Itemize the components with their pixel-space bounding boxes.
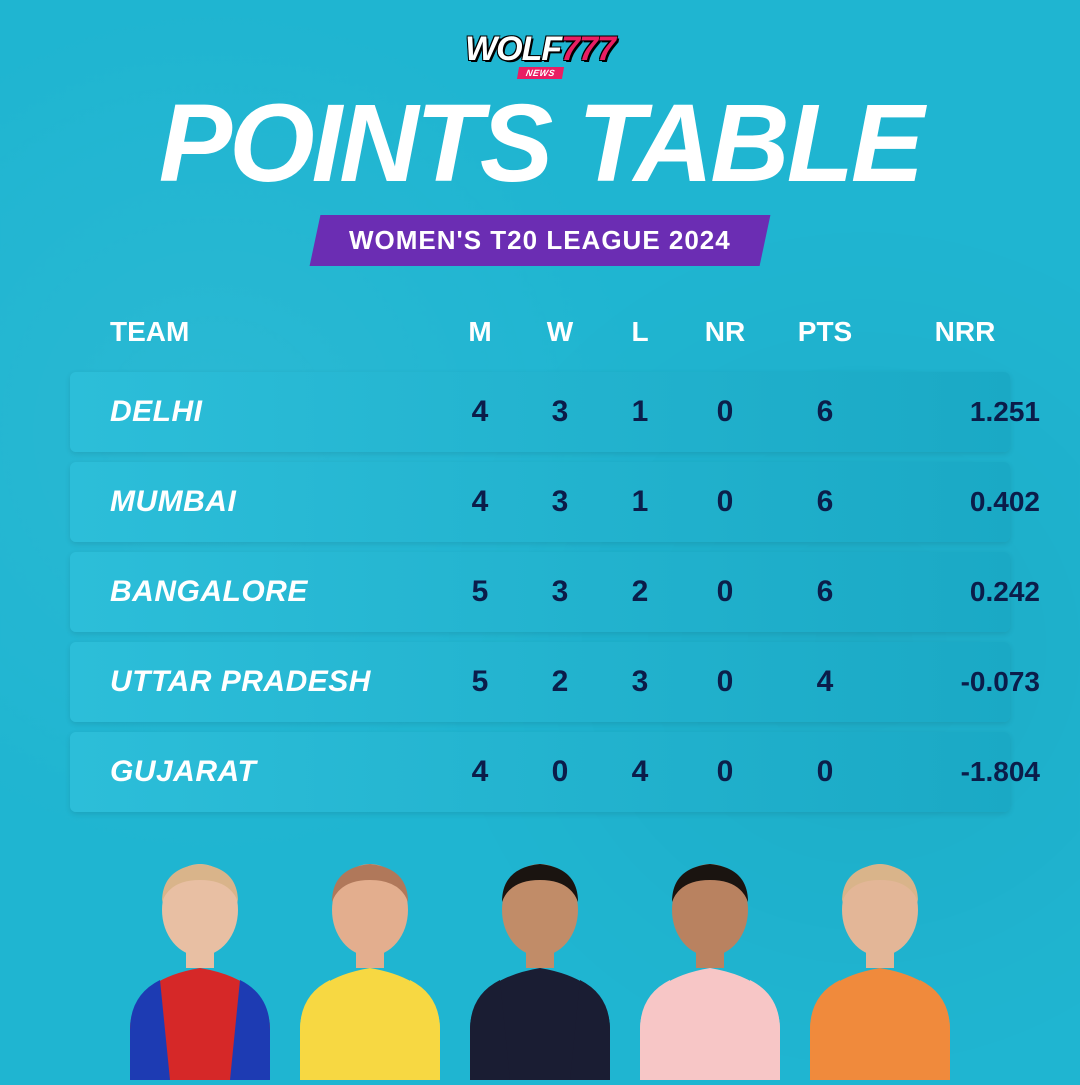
subtitle-badge: WOMEN'S T20 LEAGUE 2024 [310,215,771,266]
cell-m: 5 [440,575,520,609]
cell-nrr: 1.251 [880,396,1050,428]
cell-w: 0 [520,755,600,789]
cell-w: 3 [520,395,600,429]
cell-nrr: 0.242 [880,576,1050,608]
player-icon [440,840,640,1080]
table-row: DELHI 4 3 1 0 6 1.251 [70,372,1010,452]
player-silhouette [780,840,980,1080]
col-pts: PTS [770,316,880,348]
cell-m: 4 [440,485,520,519]
cell-nr: 0 [680,485,770,519]
table-header: TEAM M W L NR PTS NRR [70,316,1010,372]
table-row: MUMBAI 4 3 1 0 6 0.402 [70,462,1010,542]
cell-pts: 0 [770,755,880,789]
cell-m: 4 [440,755,520,789]
cell-nrr: -0.073 [880,666,1050,698]
cell-team: BANGALORE [110,575,440,609]
cell-team: DELHI [110,395,440,429]
subtitle-text: WOMEN'S T20 LEAGUE 2024 [349,225,731,256]
cell-nr: 0 [680,755,770,789]
points-table: TEAM M W L NR PTS NRR DELHI 4 3 1 0 6 1.… [70,316,1010,812]
player-icon [780,840,980,1080]
cell-team: MUMBAI [110,485,440,519]
cell-nrr: 0.402 [880,486,1050,518]
cell-l: 3 [600,665,680,699]
cell-m: 4 [440,395,520,429]
cell-pts: 6 [770,575,880,609]
cell-l: 1 [600,395,680,429]
brand-logo: WOLF777 NEWS [0,0,1080,79]
player-silhouette [440,840,640,1080]
cell-w: 2 [520,665,600,699]
cell-team: UTTAR PRADESH [110,665,440,699]
logo-banner: NEWS [516,67,563,79]
logo-sevens: 777 [561,30,615,68]
page-title: POINTS TABLE [0,89,1080,199]
cell-pts: 6 [770,395,880,429]
cell-w: 3 [520,575,600,609]
logo-main: WOLF [465,30,561,68]
cell-l: 2 [600,575,680,609]
cell-l: 4 [600,755,680,789]
cell-nrr: -1.804 [880,756,1050,788]
table-row: BANGALORE 5 3 2 0 6 0.242 [70,552,1010,632]
cell-nr: 0 [680,665,770,699]
players-strip [0,820,1080,1080]
subtitle-wrap: WOMEN'S T20 LEAGUE 2024 [0,215,1080,266]
col-nr: NR [680,316,770,348]
cell-l: 1 [600,485,680,519]
table-row: GUJARAT 4 0 4 0 0 -1.804 [70,732,1010,812]
col-w: W [520,316,600,348]
cell-pts: 4 [770,665,880,699]
col-team: TEAM [110,316,440,348]
logo-text: WOLF777 [465,30,615,69]
player-silhouette [610,840,810,1080]
cell-nr: 0 [680,395,770,429]
cell-nr: 0 [680,575,770,609]
col-l: L [600,316,680,348]
cell-m: 5 [440,665,520,699]
col-nrr: NRR [880,316,1050,348]
col-m: M [440,316,520,348]
player-icon [610,840,810,1080]
table-row: UTTAR PRADESH 5 2 3 0 4 -0.073 [70,642,1010,722]
cell-w: 3 [520,485,600,519]
cell-pts: 6 [770,485,880,519]
cell-team: GUJARAT [110,755,440,789]
